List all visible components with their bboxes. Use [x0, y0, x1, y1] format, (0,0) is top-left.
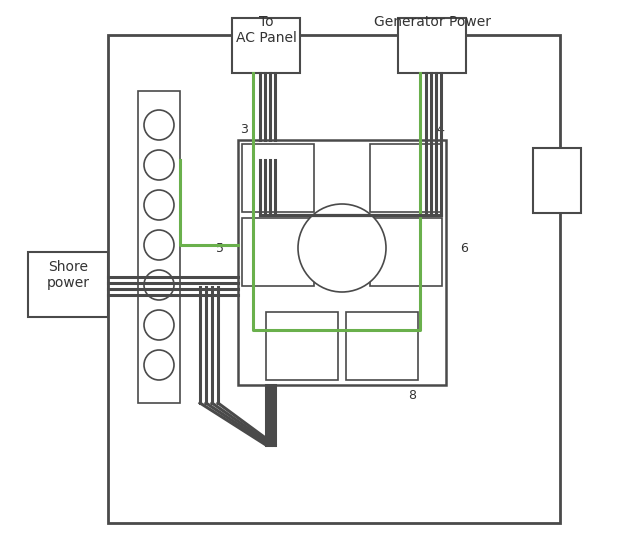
- Circle shape: [144, 270, 174, 300]
- Text: Com.
Neu.: Com. Neu.: [392, 167, 420, 189]
- Bar: [232, 18, 300, 73]
- Text: N.C.
Hot: N.C. Hot: [291, 335, 313, 357]
- Text: N.O.
Neu.: N.O. Neu.: [394, 241, 418, 263]
- Text: 7: 7: [268, 389, 276, 402]
- Text: 5: 5: [216, 241, 224, 255]
- Text: 6: 6: [460, 241, 468, 255]
- Text: Generator Power: Generator Power: [373, 15, 490, 29]
- Bar: [28, 252, 108, 317]
- Bar: [108, 35, 560, 523]
- Circle shape: [144, 310, 174, 340]
- Circle shape: [144, 230, 174, 260]
- Circle shape: [144, 150, 174, 180]
- Bar: [398, 18, 466, 73]
- Bar: [266, 312, 338, 380]
- Circle shape: [144, 190, 174, 220]
- Text: 8: 8: [408, 389, 416, 402]
- Circle shape: [144, 110, 174, 140]
- Bar: [138, 91, 180, 403]
- Bar: [238, 140, 446, 385]
- Text: To
AC Panel: To AC Panel: [236, 15, 296, 45]
- Bar: [370, 218, 442, 286]
- Circle shape: [144, 350, 174, 380]
- Bar: [242, 144, 314, 212]
- Circle shape: [298, 204, 386, 292]
- Text: 3: 3: [240, 123, 248, 136]
- Text: N.C.
Neu.: N.C. Neu.: [370, 335, 394, 357]
- Text: 30A
Relay: 30A Relay: [326, 234, 358, 262]
- Bar: [346, 312, 418, 380]
- Bar: [533, 148, 581, 213]
- Bar: [242, 218, 314, 286]
- Bar: [370, 144, 442, 212]
- Text: Shore
power: Shore power: [46, 260, 89, 290]
- Text: 4: 4: [436, 123, 444, 136]
- Text: Com.
Hot: Com. Hot: [264, 167, 291, 189]
- Text: N.O.
Hot: N.O. Hot: [267, 241, 289, 263]
